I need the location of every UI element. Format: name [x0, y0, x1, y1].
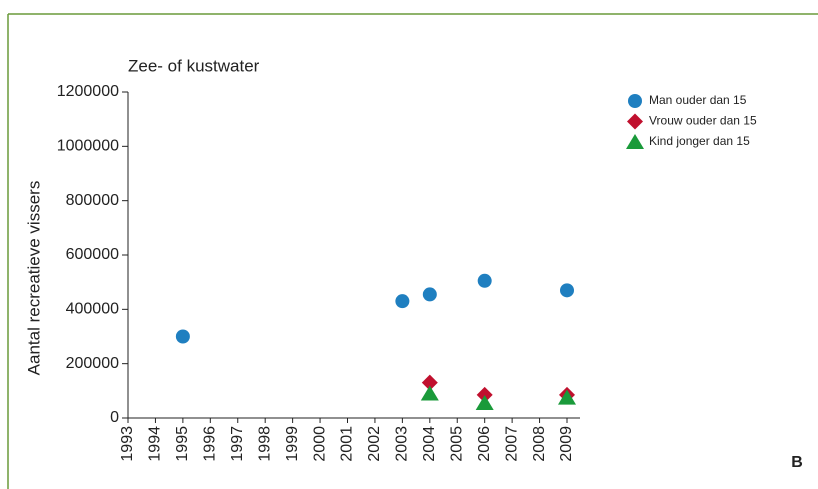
y-tick-label: 800000 — [66, 192, 119, 209]
point — [175, 329, 190, 344]
y-tick-label: 1200000 — [57, 83, 119, 100]
legend-label: Vrouw ouder dan 15 — [649, 114, 757, 128]
point — [560, 283, 574, 298]
x-tick-label: 1994 — [147, 426, 164, 462]
point — [395, 294, 410, 309]
legend-marker — [628, 94, 642, 108]
x-tick-label: 1999 — [284, 426, 301, 462]
legend-marker — [627, 113, 643, 130]
legend-marker — [626, 134, 644, 149]
x-tick-label: 2003 — [394, 426, 411, 462]
y-tick-label: 1000000 — [57, 138, 119, 155]
panel-label: B — [791, 454, 803, 471]
x-tick-label: 2002 — [366, 426, 383, 462]
y-axis-label: Aantal recreatieve vissers — [24, 181, 43, 376]
point — [477, 273, 492, 288]
x-tick-label: 2005 — [448, 426, 465, 462]
x-tick-label: 1998 — [256, 426, 273, 462]
chart-title: Zee- of kustwater — [128, 56, 260, 75]
x-tick-label: 1995 — [174, 426, 191, 462]
point — [475, 395, 494, 411]
y-tick-label: 400000 — [66, 301, 119, 318]
x-tick-label: 2001 — [339, 426, 356, 462]
x-tick-label: 2000 — [311, 426, 328, 462]
x-tick-label: 2009 — [558, 426, 575, 462]
x-tick-label: 2006 — [476, 426, 493, 462]
point — [558, 389, 576, 405]
y-tick-label: 600000 — [66, 246, 119, 263]
point — [421, 374, 438, 391]
x-tick-label: 1997 — [229, 426, 246, 462]
point — [422, 287, 437, 302]
x-tick-label: 1996 — [202, 426, 219, 462]
point — [476, 386, 493, 403]
y-tick-label: 200000 — [66, 355, 119, 372]
legend-label: Man ouder dan 15 — [649, 93, 747, 107]
x-tick-label: 1993 — [119, 426, 136, 462]
x-tick-label: 2007 — [503, 426, 520, 462]
y-tick-label: 0 — [110, 409, 119, 426]
legend-label: Kind jonger dan 15 — [649, 134, 750, 148]
point — [420, 385, 439, 401]
x-tick-label: 2004 — [421, 426, 438, 462]
x-tick-label: 2008 — [531, 426, 548, 462]
